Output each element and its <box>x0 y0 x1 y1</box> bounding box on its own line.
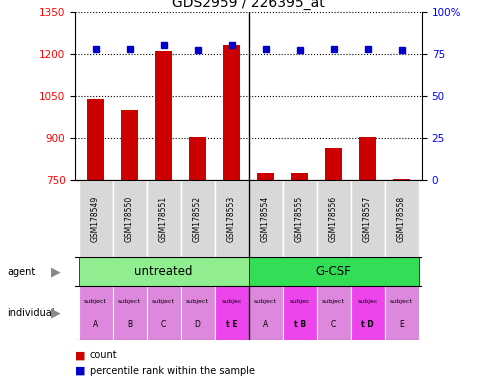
Bar <box>282 180 316 257</box>
Bar <box>155 51 172 180</box>
Bar <box>384 286 418 340</box>
Bar <box>384 180 418 257</box>
Text: subject: subject <box>118 299 141 304</box>
Text: G-CSF: G-CSF <box>315 265 351 278</box>
Text: t B: t B <box>293 320 305 329</box>
Bar <box>180 180 214 257</box>
Text: ▶: ▶ <box>51 306 60 319</box>
Bar <box>290 174 307 180</box>
Bar <box>189 137 206 180</box>
Text: GSM178551: GSM178551 <box>159 196 168 242</box>
Text: subjec: subjec <box>357 299 377 304</box>
Bar <box>78 286 112 340</box>
Bar <box>112 180 146 257</box>
Text: percentile rank within the sample: percentile rank within the sample <box>90 366 254 376</box>
Bar <box>121 110 138 180</box>
Bar <box>214 286 248 340</box>
Text: subject: subject <box>84 299 107 304</box>
Bar <box>282 286 316 340</box>
Bar <box>392 179 409 180</box>
Text: subject: subject <box>321 299 344 304</box>
Bar <box>316 180 350 257</box>
Text: C: C <box>161 320 166 329</box>
Text: E: E <box>398 320 403 329</box>
Text: GSM178549: GSM178549 <box>91 196 100 242</box>
Text: ■: ■ <box>75 366 86 376</box>
Text: GSM178555: GSM178555 <box>294 196 303 242</box>
Text: A: A <box>262 320 268 329</box>
Bar <box>248 257 418 286</box>
Text: t D: t D <box>361 320 373 329</box>
Text: ▶: ▶ <box>51 265 60 278</box>
Text: untreated: untreated <box>134 265 193 278</box>
Bar <box>214 180 248 257</box>
Bar <box>358 137 375 180</box>
Text: individual: individual <box>7 308 55 318</box>
Text: subject: subject <box>389 299 412 304</box>
Bar <box>146 286 180 340</box>
Bar <box>324 148 341 180</box>
Text: count: count <box>90 350 117 360</box>
Text: GSM178550: GSM178550 <box>125 196 134 242</box>
Bar <box>257 174 273 180</box>
Bar <box>78 257 248 286</box>
Text: GSM178556: GSM178556 <box>328 196 337 242</box>
Bar <box>180 286 214 340</box>
Text: GSM178554: GSM178554 <box>260 196 270 242</box>
Text: B: B <box>127 320 132 329</box>
Text: t E: t E <box>226 320 237 329</box>
Text: subject: subject <box>186 299 209 304</box>
Bar <box>146 180 180 257</box>
Text: GSM178558: GSM178558 <box>396 196 405 242</box>
Text: GSM178553: GSM178553 <box>227 196 236 242</box>
Text: subjec: subjec <box>221 299 241 304</box>
Text: subject: subject <box>152 299 175 304</box>
Text: agent: agent <box>7 266 35 277</box>
Text: ■: ■ <box>75 350 86 360</box>
Title: GDS2959 / 226395_at: GDS2959 / 226395_at <box>172 0 324 10</box>
Text: GSM178557: GSM178557 <box>363 196 371 242</box>
Bar <box>112 286 146 340</box>
Text: GSM178552: GSM178552 <box>193 196 202 242</box>
Bar <box>78 180 112 257</box>
Text: D: D <box>194 320 200 329</box>
Text: subject: subject <box>254 299 276 304</box>
Text: subjec: subjec <box>289 299 309 304</box>
Bar <box>223 45 240 180</box>
Text: A: A <box>93 320 98 329</box>
Bar <box>350 286 384 340</box>
Bar <box>316 286 350 340</box>
Bar <box>350 180 384 257</box>
Bar <box>248 286 282 340</box>
Bar <box>87 99 104 180</box>
Text: C: C <box>330 320 335 329</box>
Bar <box>248 180 282 257</box>
